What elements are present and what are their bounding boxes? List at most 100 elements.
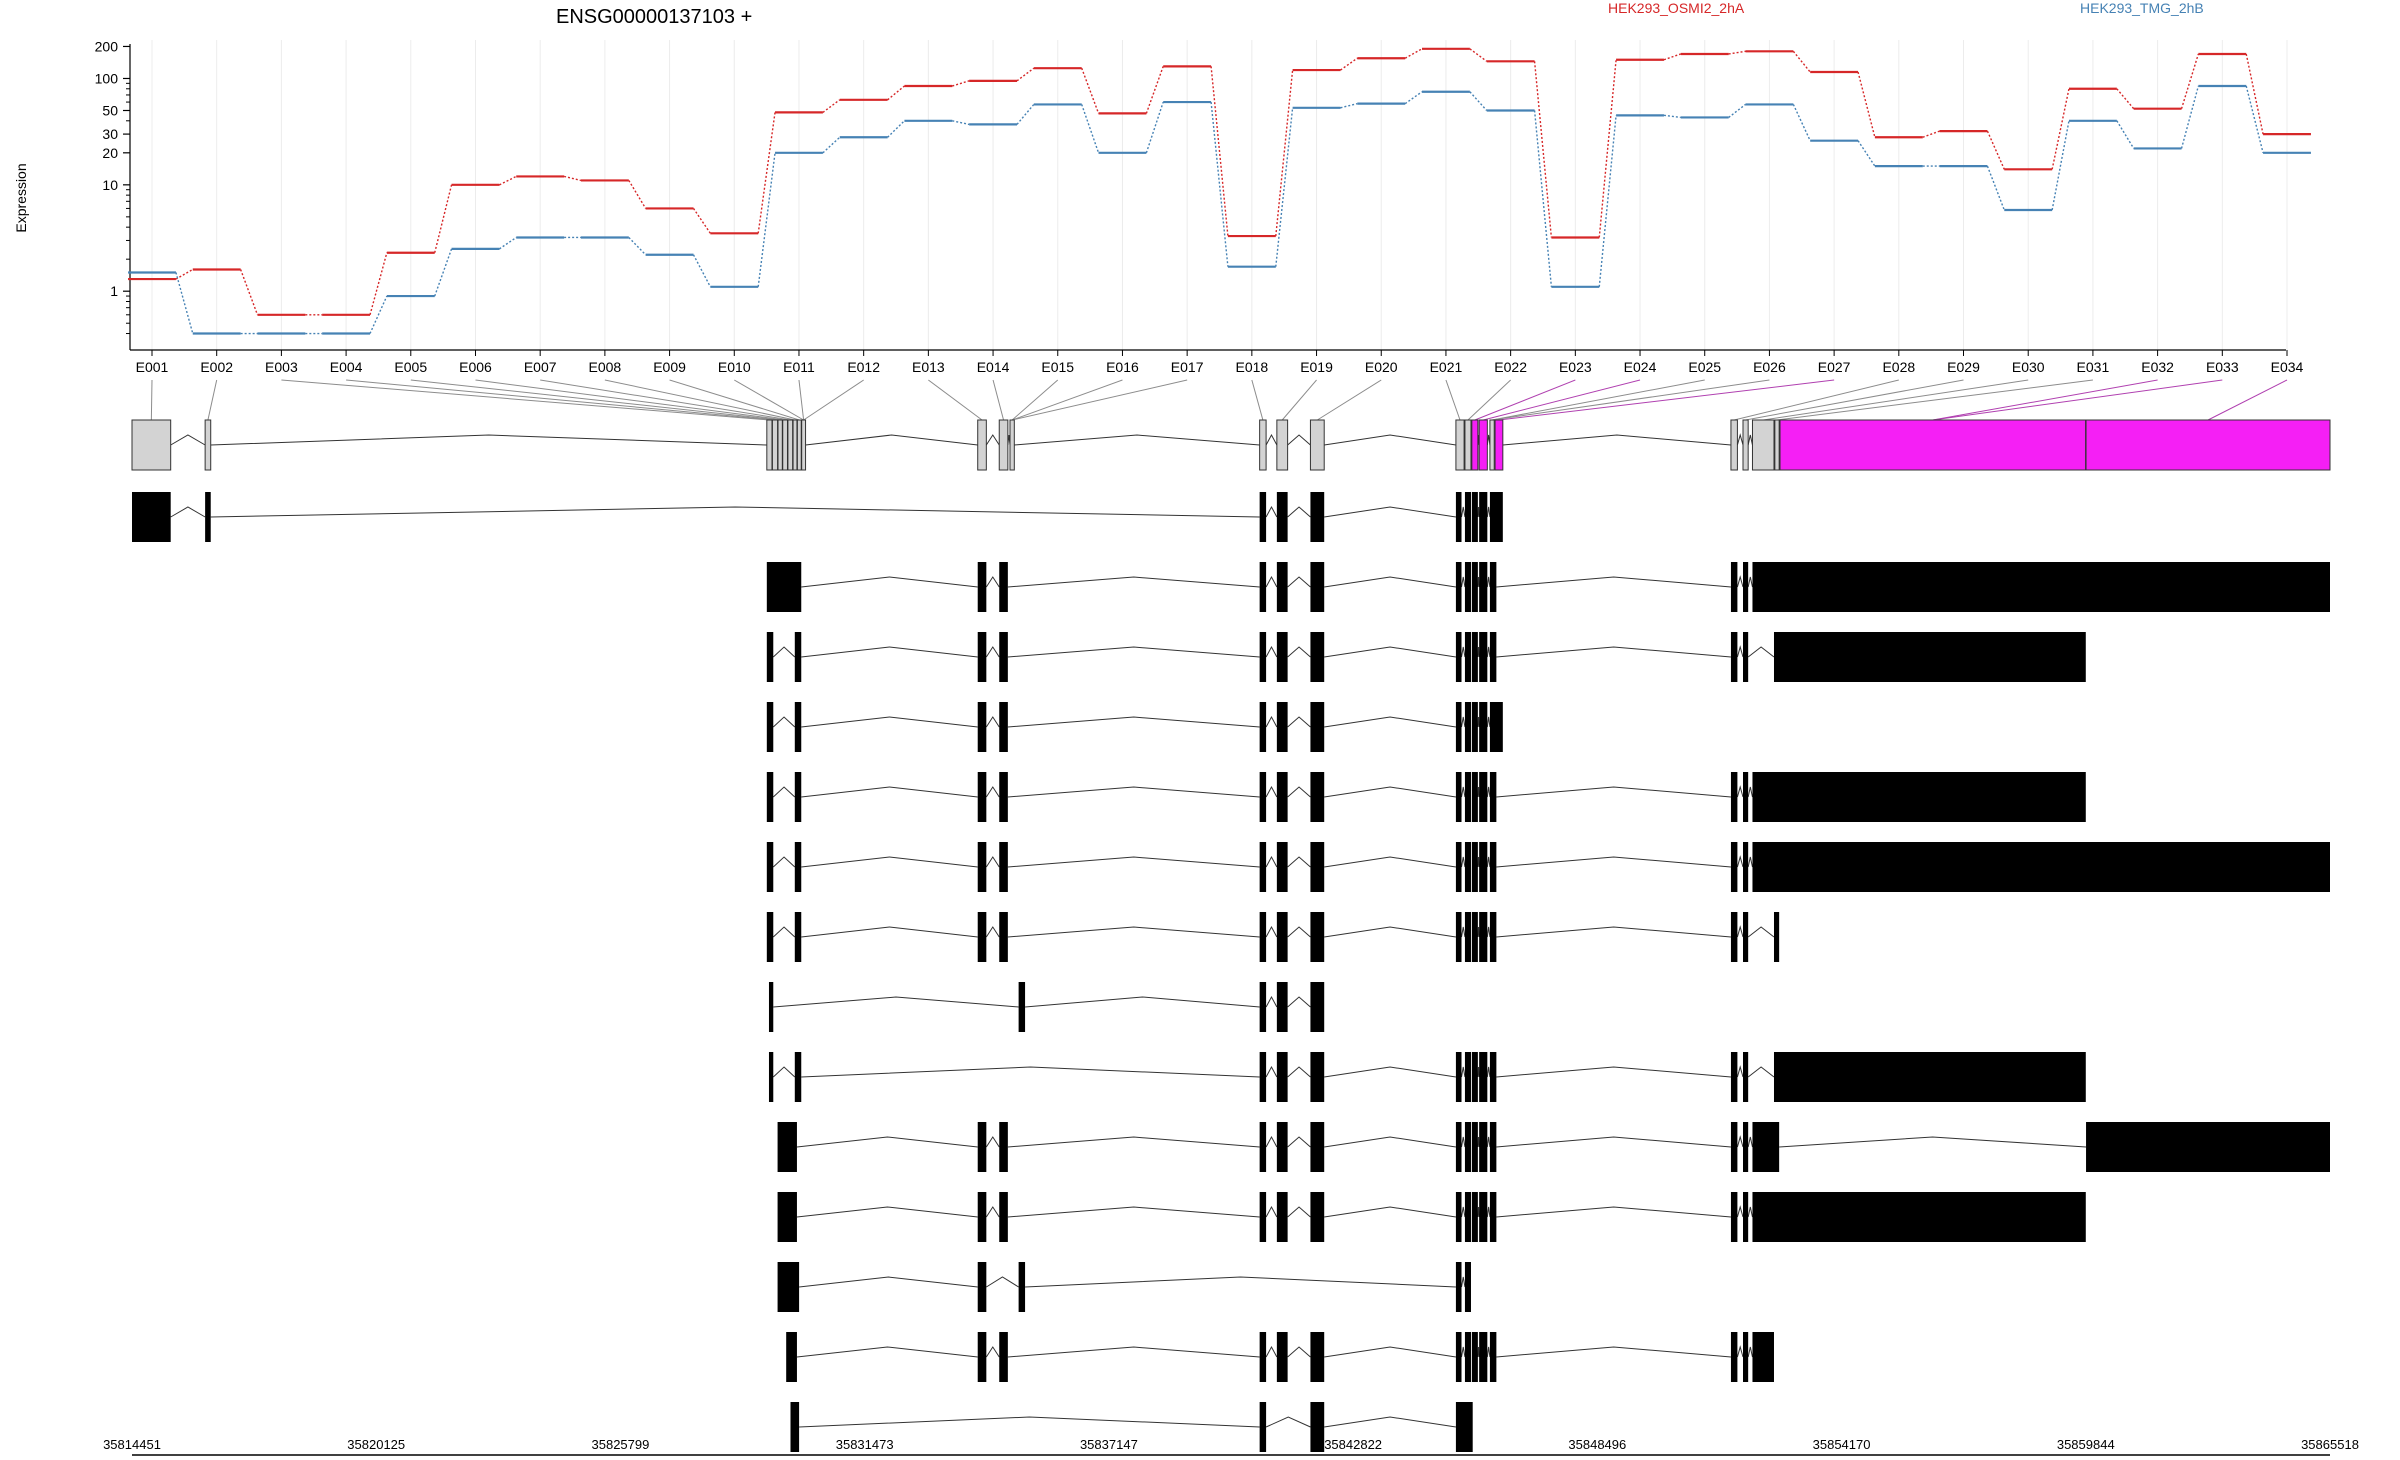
exon-connector [410,379,781,421]
exon-block [1471,419,1479,471]
series-connector [2051,88,2070,170]
x-tick-label: E034 [2271,359,2304,375]
transcript-exon [1276,1332,1288,1382]
series-connector [175,272,194,334]
transcript-exon [1489,912,1497,962]
transcript-exon [1259,772,1267,822]
transcript-exon [1489,1122,1497,1172]
transcript-intron [1486,506,1491,518]
transcript-intron [1736,1135,1744,1148]
transcript-exon [1752,1192,2086,1242]
x-tick-label: E012 [847,359,880,375]
transcript-intron [1496,576,1731,588]
transcript-exon [977,772,987,822]
coordinate-tick-label: 35837147 [1080,1437,1138,1452]
transcript-intron [796,1346,978,1358]
series-connector [2245,85,2264,153]
transcript-intron [1007,1346,1260,1358]
x-axis: E001 E002 E003 E004 E005 E006 E007 E008 E009 E010… [130,349,2304,375]
exon-block [787,419,794,471]
transcript-exon [1489,1192,1497,1242]
series-connector [952,120,970,126]
transcript-exon [1471,492,1478,542]
transcript-exon [1310,562,1325,612]
exon-block [204,419,212,471]
transcript-exon [1730,842,1738,892]
transcript-intron [985,716,1000,728]
exon-block [1009,419,1015,471]
exon-connector [1763,379,2029,421]
transcript-intron [1461,856,1466,868]
exon-block [796,419,802,471]
transcript-intron [1324,856,1456,868]
transcript-intron [799,1276,978,1288]
transcript-exon [1455,842,1462,892]
transcript-intron [1324,646,1456,658]
exon-connector [1012,379,1188,421]
x-tick-label: E003 [265,359,298,375]
exon-connector-lines [150,379,2288,421]
series-connector [1533,110,1553,287]
y-tick-label: 1 [110,283,118,299]
transcript-intron [1747,576,1753,588]
transcript-exon [1471,1052,1478,1102]
transcript-exon [777,1262,800,1312]
transcript-intron [1486,1346,1491,1358]
transcript-intron [985,576,1000,588]
transcript-exon [1471,1332,1478,1382]
series-connector [1340,57,1358,71]
transcript-intron [1287,786,1311,798]
transcript-exon [1276,982,1288,1032]
series-connector [628,180,647,209]
y-tick-label: 30 [102,126,118,142]
exon-connector [1491,379,1770,421]
transcript-intron [1736,645,1744,658]
series-connector [1210,66,1229,237]
transcript-exon [1455,562,1462,612]
transcript-intron [1324,716,1456,728]
x-tick-label: E029 [1947,359,1980,375]
transcript-exon [1310,1332,1325,1382]
transcript-intron [1265,925,1278,938]
transcript-intron [985,1136,1000,1148]
exon-block [1742,419,1749,471]
transcript-intron [1025,1276,1456,1288]
transcript-exon [1743,562,1749,612]
transcript-exon [1455,1122,1462,1172]
exon-block [771,419,779,471]
transcript-exon [977,1262,987,1312]
series-connector [1081,104,1100,154]
transcript-intron [1736,785,1744,798]
transcript-exon [1310,492,1325,542]
transcript-exon [977,912,987,962]
series-connector [887,120,905,138]
transcript-exon [1276,492,1288,542]
transcript-exon [1773,912,1780,962]
series-connector [1728,103,1746,119]
transcript-exon [1464,842,1471,892]
series-2 [128,84,2311,335]
x-tick-label: E007 [524,359,557,375]
transcript-exon [1743,842,1749,892]
exon-connector [1745,379,1964,421]
exon-connector [669,379,800,421]
transcript-exon [999,1122,1008,1172]
transcript-intron [1007,856,1260,868]
exon-block [1455,419,1465,471]
transcript-exon [794,702,802,752]
transcript-exon [786,1332,797,1382]
chart-title: ENSG00000137103 + [556,6,752,28]
transcript-intron [796,1136,978,1148]
series-connector [1016,103,1035,125]
transcript-intron [801,856,978,868]
transcript-exon [1259,1402,1267,1452]
exon-connector [1445,379,1461,421]
transcript-exon [1479,842,1488,892]
transcript-exon [790,1402,800,1452]
transcript-intron [1486,716,1491,728]
transcript-exon [999,1332,1008,1382]
transcript-intron [1477,1346,1480,1358]
transcript-intron [772,716,796,728]
exon-connector [1734,379,1899,421]
series-connector [239,269,259,316]
